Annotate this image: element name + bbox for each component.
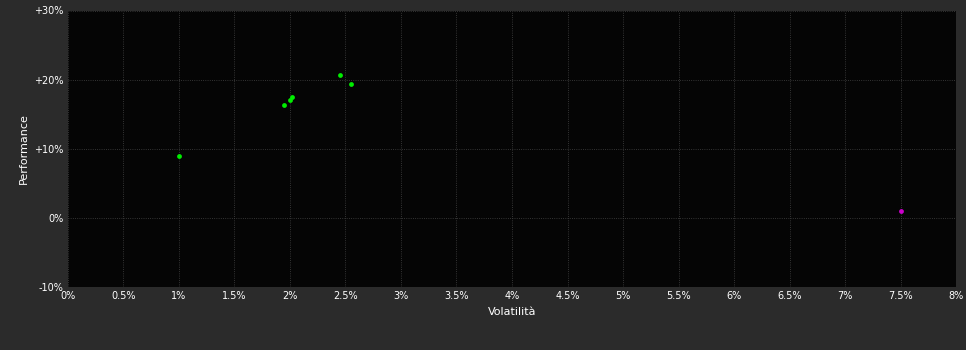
Point: [893, 208, 908, 214]
Point: [343, 82, 358, 87]
X-axis label: Volatilità: Volatilità: [488, 307, 536, 317]
Point: [332, 72, 348, 78]
Point: [171, 153, 186, 159]
Y-axis label: Performance: Performance: [18, 113, 28, 184]
Point: [276, 103, 292, 108]
Point: [284, 94, 299, 100]
Point: [282, 98, 298, 103]
